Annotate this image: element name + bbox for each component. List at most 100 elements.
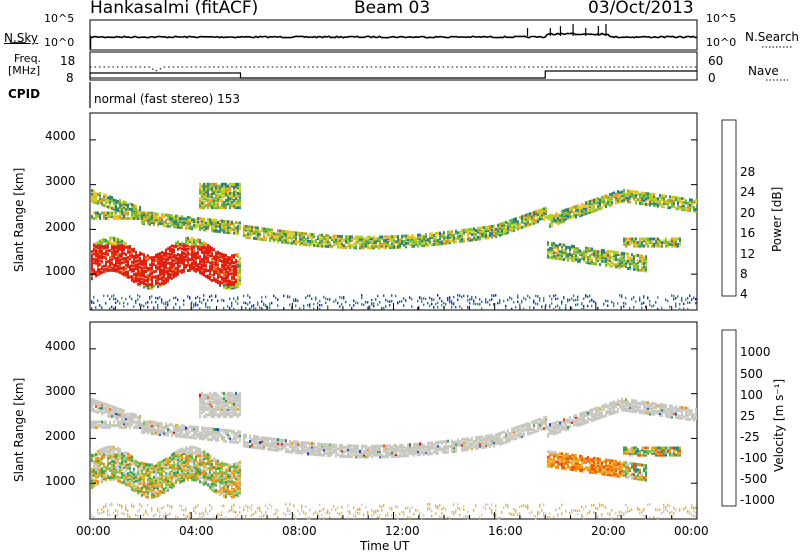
echo-cell	[217, 224, 219, 228]
echo-cell	[649, 199, 651, 203]
echo-cell	[153, 275, 155, 279]
echo-cell	[149, 479, 151, 483]
echo-cell	[91, 424, 93, 428]
echo-cell	[633, 241, 635, 245]
ground-speckle	[163, 505, 165, 509]
echo-cell	[91, 401, 93, 405]
echo-cell	[199, 451, 201, 455]
ground-speckle	[189, 297, 191, 300]
echo-cell	[571, 244, 573, 248]
echo-cell	[151, 467, 153, 470]
echo-cell	[165, 489, 167, 493]
echo-cell	[105, 256, 107, 260]
echo-cell	[217, 279, 219, 283]
echo-cell	[675, 244, 677, 248]
echo-cell	[113, 474, 115, 478]
echo-cell	[191, 425, 193, 429]
echo-cell	[575, 250, 577, 254]
echo-cell	[137, 268, 139, 272]
echo-cell	[117, 257, 119, 261]
echo-cell	[113, 405, 115, 409]
ground-speckle	[519, 303, 521, 306]
echo-cell	[129, 475, 131, 479]
echo-cell	[257, 232, 259, 235]
echo-cell	[145, 264, 147, 268]
echo-cell	[551, 224, 553, 228]
echo-cell	[111, 456, 113, 460]
echo-cell	[107, 405, 109, 409]
echo-cell	[579, 249, 581, 253]
echo-cell	[461, 234, 463, 238]
echo-cell	[589, 258, 591, 261]
echo-cell	[567, 211, 569, 215]
echo-cell	[99, 270, 101, 274]
echo-cell	[597, 252, 599, 255]
echo-cell	[365, 239, 367, 243]
ground-speckle	[91, 514, 93, 518]
echo-cell	[151, 219, 153, 223]
ground-speckle	[273, 294, 275, 298]
echo-cell	[477, 235, 479, 239]
echo-cell	[123, 203, 125, 207]
echo-cell	[175, 474, 177, 477]
echo-cell	[231, 227, 233, 231]
echo-cell	[185, 428, 187, 432]
echo-cell	[153, 493, 155, 497]
echo-cell	[219, 251, 221, 255]
echo-cell	[139, 260, 141, 264]
ground-speckle	[227, 305, 229, 308]
echo-cell	[563, 257, 565, 261]
echo-cell	[215, 197, 217, 201]
ground-speckle	[205, 305, 207, 308]
echo-cell	[375, 241, 377, 244]
echo-cell	[145, 262, 147, 266]
echo-cell	[219, 271, 221, 275]
ground-speckle	[205, 302, 207, 305]
ground-speckle	[381, 307, 383, 310]
echo-cell	[637, 266, 639, 270]
echo-cell	[517, 220, 519, 224]
echo-cell	[645, 257, 647, 260]
ground-speckle	[643, 301, 645, 305]
echo-cell	[177, 223, 179, 227]
echo-cell	[483, 229, 485, 233]
echo-cell	[129, 454, 131, 457]
echo-cell	[177, 244, 179, 248]
echo-cell	[117, 468, 119, 472]
echo-cell	[107, 451, 109, 455]
echo-cell	[619, 196, 621, 200]
echo-cell	[91, 407, 93, 410]
echo-cell	[123, 416, 125, 420]
echo-cell	[633, 237, 635, 241]
echo-cell	[617, 197, 619, 201]
echo-cell	[185, 247, 187, 251]
ground-speckle	[197, 295, 199, 299]
echo-cell	[169, 272, 171, 276]
echo-cell	[659, 195, 661, 199]
echo-cell	[531, 222, 533, 226]
echo-cell	[109, 195, 111, 199]
echo-cell	[115, 455, 117, 459]
echo-cell	[335, 238, 337, 242]
echo-cell	[201, 250, 203, 254]
echo-cell	[161, 485, 163, 489]
echo-cell	[171, 276, 173, 280]
echo-cell	[95, 245, 97, 249]
echo-cell	[133, 425, 135, 429]
echo-cell	[195, 464, 197, 468]
ground-speckle	[687, 307, 689, 311]
echo-cell	[221, 219, 223, 223]
echo-cell	[465, 230, 467, 234]
ground-speckle	[115, 297, 117, 301]
echo-cell	[133, 489, 135, 493]
echo-cell	[191, 240, 193, 244]
echo-cell	[167, 222, 169, 226]
echo-cell	[109, 425, 111, 429]
echo-cell	[147, 468, 149, 472]
echo-cell	[113, 447, 115, 451]
echo-cell	[605, 201, 607, 205]
echo-cell	[233, 270, 235, 274]
echo-cell	[231, 200, 233, 204]
echo-cell	[573, 212, 575, 216]
echo-cell	[149, 426, 151, 430]
